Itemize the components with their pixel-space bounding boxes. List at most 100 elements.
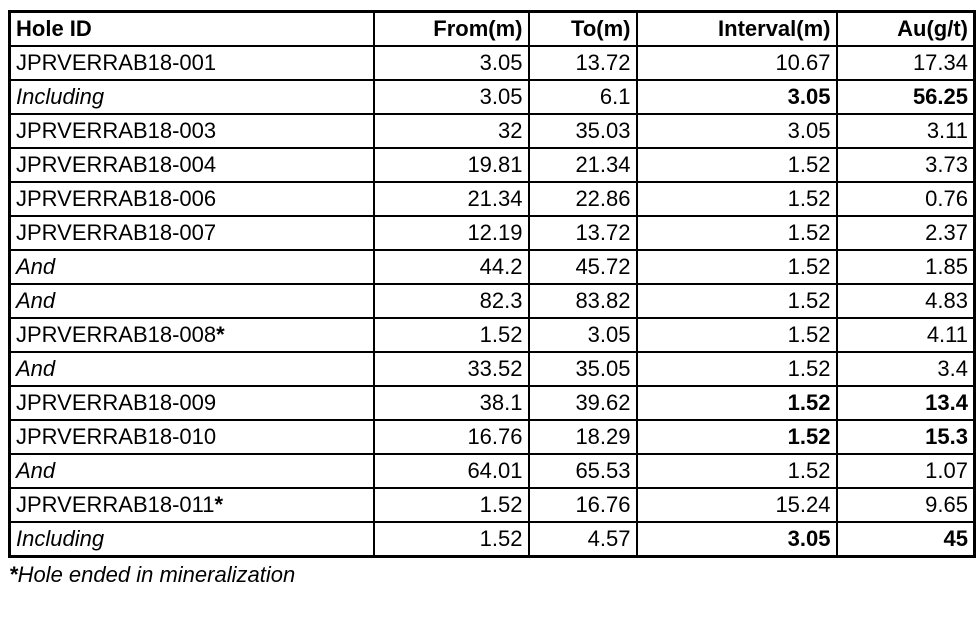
table-body: JPRVERRAB18-001 3.05 13.72 10.67 17.34 Includ… bbox=[8, 45, 976, 558]
hole-id-label: JPRVERRAB18-007 bbox=[16, 220, 217, 245]
hole-id-label: JPRVERRAB18-009 bbox=[16, 390, 217, 415]
interval-cell: 1.52 bbox=[635, 419, 838, 455]
table-row: And 33.52 35.05 1.52 3.4 bbox=[8, 351, 976, 387]
hole-id-label: JPRVERRAB18-001 bbox=[16, 50, 217, 75]
from-cell: 21.34 bbox=[372, 181, 530, 217]
hole-id-label: JPRVERRAB18-008 bbox=[16, 322, 217, 347]
to-cell: 18.29 bbox=[527, 419, 638, 455]
hole-id-cell: JPRVERRAB18-003 bbox=[8, 113, 375, 149]
from-cell: 3.05 bbox=[372, 79, 530, 115]
hole-id-asterisk: * bbox=[214, 492, 224, 517]
hole-id-label: And bbox=[16, 356, 56, 381]
interval-cell: 3.05 bbox=[635, 113, 838, 149]
to-cell: 16.76 bbox=[527, 487, 638, 523]
au-cell: 2.37 bbox=[835, 215, 976, 251]
hole-id-cell: JPRVERRAB18-009 bbox=[8, 385, 375, 421]
hole-id-cell: JPRVERRAB18-006 bbox=[8, 181, 375, 217]
table-row: JPRVERRAB18-004 19.81 21.34 1.52 3.73 bbox=[8, 147, 976, 183]
to-cell: 3.05 bbox=[527, 317, 638, 353]
interval-cell: 15.24 bbox=[635, 487, 838, 523]
au-cell: 3.4 bbox=[835, 351, 976, 387]
from-cell: 33.52 bbox=[372, 351, 530, 387]
hole-id-label: JPRVERRAB18-006 bbox=[16, 186, 217, 211]
table-row: And 44.2 45.72 1.52 1.85 bbox=[8, 249, 976, 285]
interval-cell: 3.05 bbox=[635, 521, 838, 558]
interval-cell: 1.52 bbox=[635, 351, 838, 387]
interval-cell: 1.52 bbox=[635, 249, 838, 285]
hole-id-label: And bbox=[16, 254, 56, 279]
from-cell: 44.2 bbox=[372, 249, 530, 285]
interval-cell: 1.52 bbox=[635, 215, 838, 251]
to-cell: 35.03 bbox=[527, 113, 638, 149]
from-cell: 1.52 bbox=[372, 317, 530, 353]
au-cell: 15.3 bbox=[835, 419, 976, 455]
from-cell: 64.01 bbox=[372, 453, 530, 489]
to-cell: 13.72 bbox=[527, 215, 638, 251]
hole-id-cell: And bbox=[8, 453, 375, 489]
to-cell: 13.72 bbox=[527, 45, 638, 81]
from-cell: 32 bbox=[372, 113, 530, 149]
from-cell: 19.81 bbox=[372, 147, 530, 183]
to-cell: 65.53 bbox=[527, 453, 638, 489]
footnote: *Hole ended in mineralization bbox=[8, 562, 976, 588]
footnote-asterisk: * bbox=[9, 562, 18, 587]
interval-cell: 1.52 bbox=[635, 147, 838, 183]
hole-id-cell: JPRVERRAB18-008* bbox=[8, 317, 375, 353]
table-row: JPRVERRAB18-003 32 35.03 3.05 3.11 bbox=[8, 113, 976, 149]
column-header-au-g-t: Au(g/t) bbox=[835, 10, 976, 47]
from-cell: 1.52 bbox=[372, 521, 530, 558]
hole-id-cell: JPRVERRAB18-007 bbox=[8, 215, 375, 251]
table-row: Including 1.52 4.57 3.05 45 bbox=[8, 521, 976, 558]
column-header-to-m: To(m) bbox=[527, 10, 638, 47]
to-cell: 83.82 bbox=[527, 283, 638, 319]
interval-cell: 1.52 bbox=[635, 283, 838, 319]
hole-id-label: JPRVERRAB18-003 bbox=[16, 118, 217, 143]
to-cell: 39.62 bbox=[527, 385, 638, 421]
au-cell: 3.73 bbox=[835, 147, 976, 183]
column-header-interval-m: Interval(m) bbox=[635, 10, 838, 47]
interval-cell: 1.52 bbox=[635, 317, 838, 353]
column-header-hole-id: Hole ID bbox=[8, 10, 375, 47]
table-row: JPRVERRAB18-007 12.19 13.72 1.52 2.37 bbox=[8, 215, 976, 251]
hole-id-cell: JPRVERRAB18-001 bbox=[8, 45, 375, 81]
table-row: Including 3.05 6.1 3.05 56.25 bbox=[8, 79, 976, 115]
interval-cell: 1.52 bbox=[635, 453, 838, 489]
hole-id-label: And bbox=[16, 458, 56, 483]
interval-cell: 1.52 bbox=[635, 181, 838, 217]
hole-id-cell: And bbox=[8, 283, 375, 319]
from-cell: 1.52 bbox=[372, 487, 530, 523]
hole-id-cell: JPRVERRAB18-004 bbox=[8, 147, 375, 183]
hole-id-cell: Including bbox=[8, 521, 375, 558]
hole-id-label: And bbox=[16, 288, 56, 313]
drill-results-table: Hole ID From(m) To(m) Interval(m) Au(g/t) JP… bbox=[8, 10, 976, 558]
from-cell: 3.05 bbox=[372, 45, 530, 81]
hole-id-label: JPRVERRAB18-011 bbox=[16, 492, 215, 517]
au-cell: 0.76 bbox=[835, 181, 976, 217]
hole-id-label: JPRVERRAB18-010 bbox=[16, 424, 217, 449]
au-cell: 9.65 bbox=[835, 487, 976, 523]
to-cell: 6.1 bbox=[527, 79, 638, 115]
footnote-text: Hole ended in mineralization bbox=[17, 562, 296, 587]
au-cell: 45 bbox=[835, 521, 976, 558]
table-row: And 64.01 65.53 1.52 1.07 bbox=[8, 453, 976, 489]
hole-id-asterisk: * bbox=[216, 322, 225, 347]
to-cell: 21.34 bbox=[527, 147, 638, 183]
table-row: And 82.3 83.82 1.52 4.83 bbox=[8, 283, 976, 319]
au-cell: 3.11 bbox=[835, 113, 976, 149]
au-cell: 1.85 bbox=[835, 249, 976, 285]
au-cell: 1.07 bbox=[835, 453, 976, 489]
to-cell: 35.05 bbox=[527, 351, 638, 387]
au-cell: 56.25 bbox=[835, 79, 976, 115]
table-row: JPRVERRAB18-009 38.1 39.62 1.52 13.4 bbox=[8, 385, 976, 421]
interval-cell: 10.67 bbox=[635, 45, 838, 81]
au-cell: 4.11 bbox=[835, 317, 976, 353]
to-cell: 22.86 bbox=[527, 181, 638, 217]
au-cell: 4.83 bbox=[835, 283, 976, 319]
table-row: JPRVERRAB18-006 21.34 22.86 1.52 0.76 bbox=[8, 181, 976, 217]
from-cell: 82.3 bbox=[372, 283, 530, 319]
column-header-from-m: From(m) bbox=[372, 10, 530, 47]
interval-cell: 1.52 bbox=[635, 385, 838, 421]
table-row: JPRVERRAB18-008* 1.52 3.05 1.52 4.11 bbox=[8, 317, 976, 353]
hole-id-label: Including bbox=[16, 526, 105, 551]
table-row: JPRVERRAB18-011* 1.52 16.76 15.24 9.65 bbox=[8, 487, 976, 523]
